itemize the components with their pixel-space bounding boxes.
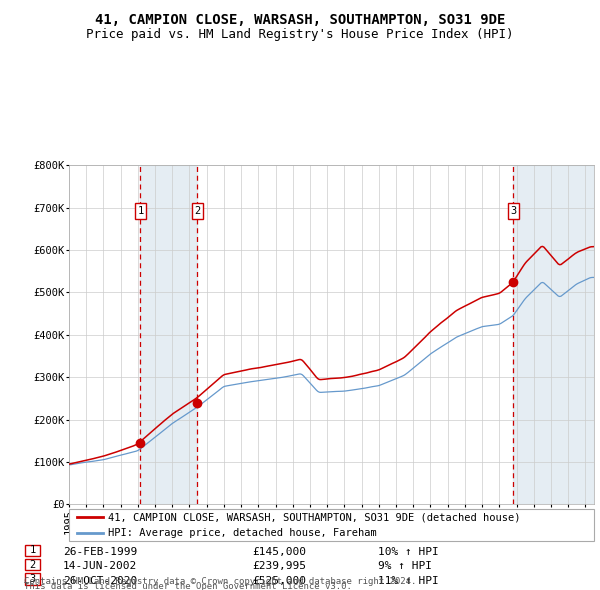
- Text: 41, CAMPION CLOSE, WARSASH, SOUTHAMPTON, SO31 9DE: 41, CAMPION CLOSE, WARSASH, SOUTHAMPTON,…: [95, 13, 505, 27]
- FancyBboxPatch shape: [69, 509, 594, 541]
- Text: Contains HM Land Registry data © Crown copyright and database right 2024.: Contains HM Land Registry data © Crown c…: [24, 577, 416, 586]
- Text: 3: 3: [29, 574, 35, 584]
- Text: 2: 2: [29, 560, 35, 569]
- Text: This data is licensed under the Open Government Licence v3.0.: This data is licensed under the Open Gov…: [24, 582, 352, 590]
- Text: Price paid vs. HM Land Registry's House Price Index (HPI): Price paid vs. HM Land Registry's House …: [86, 28, 514, 41]
- Text: HPI: Average price, detached house, Fareham: HPI: Average price, detached house, Fare…: [109, 528, 377, 538]
- Text: 1: 1: [137, 206, 143, 216]
- Bar: [140, 165, 197, 504]
- Text: 26-FEB-1999: 26-FEB-1999: [63, 548, 137, 557]
- FancyBboxPatch shape: [25, 559, 40, 571]
- Text: 1: 1: [29, 546, 35, 555]
- Text: £145,000: £145,000: [252, 548, 306, 557]
- Text: 11% ↑ HPI: 11% ↑ HPI: [378, 576, 439, 585]
- Text: 26-OCT-2020: 26-OCT-2020: [63, 576, 137, 585]
- Text: 41, CAMPION CLOSE, WARSASH, SOUTHAMPTON, SO31 9DE (detached house): 41, CAMPION CLOSE, WARSASH, SOUTHAMPTON,…: [109, 512, 521, 522]
- Text: 3: 3: [511, 206, 517, 216]
- FancyBboxPatch shape: [25, 573, 40, 585]
- Text: 10% ↑ HPI: 10% ↑ HPI: [378, 548, 439, 557]
- Text: 14-JUN-2002: 14-JUN-2002: [63, 562, 137, 571]
- Bar: [514, 165, 594, 504]
- FancyBboxPatch shape: [25, 545, 40, 556]
- Text: £239,995: £239,995: [252, 562, 306, 571]
- Text: 9% ↑ HPI: 9% ↑ HPI: [378, 562, 432, 571]
- Text: £525,000: £525,000: [252, 576, 306, 585]
- Text: 2: 2: [194, 206, 200, 216]
